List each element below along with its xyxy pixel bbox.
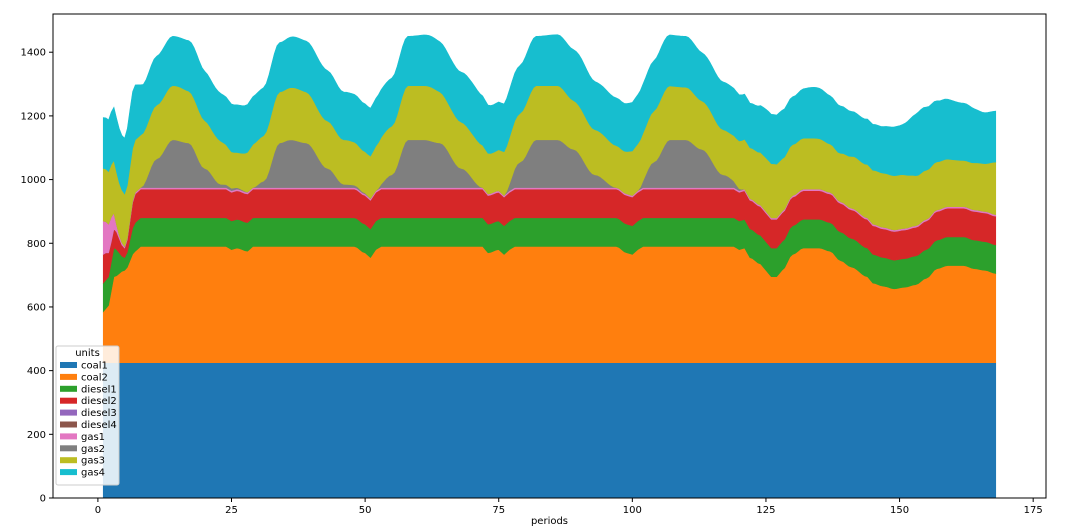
x-tick-label: 25 [225,505,238,516]
area-gas4 [102,34,997,195]
legend-label-coal2: coal2 [81,372,108,383]
legend-label-gas4: gas4 [81,468,105,479]
area-layers [102,34,997,499]
x-tick-label: 50 [359,505,372,516]
legend-items: coal1coal2diesel1diesel2diesel3diesel4ga… [60,361,117,479]
legend-swatch-gas3 [60,457,77,464]
legend-label-coal1: coal1 [81,361,108,372]
y-tick-label: 600 [27,302,46,313]
legend: units coal1coal2diesel1diesel2diesel3die… [55,345,120,486]
legend-label-diesel4: diesel4 [81,420,117,431]
y-tick-label: 1000 [21,175,46,186]
y-tick-label: 0 [40,494,46,505]
legend-label-diesel1: diesel1 [81,384,117,395]
legend-swatch-gas2 [60,445,77,452]
legend-label-gas3: gas3 [81,456,105,467]
legend-swatch-diesel1 [60,385,77,392]
x-axis-label: periods [531,516,568,527]
legend-swatch-diesel4 [60,421,77,428]
y-tick-label: 1200 [21,111,46,122]
legend-label-diesel2: diesel2 [81,396,117,407]
x-tick-label: 100 [623,505,642,516]
legend-title: units [75,348,100,359]
x-tick-label: 175 [1024,505,1043,516]
x-tick-label: 125 [756,505,775,516]
legend-swatch-gas1 [60,433,77,440]
legend-swatch-diesel2 [60,397,77,404]
x-tick-label: 75 [492,505,505,516]
legend-label-diesel3: diesel3 [81,408,117,419]
y-axis: 0 200 400 600 800 1000 1200 1400 [21,48,53,505]
legend-swatch-gas4 [60,469,77,476]
x-tick-label: 150 [890,505,909,516]
x-tick-label: 0 [95,505,101,516]
y-tick-label: 1400 [21,48,46,59]
legend-swatch-diesel3 [60,409,77,416]
legend-label-gas1: gas1 [81,432,105,443]
plot-frame [52,13,1047,499]
area-coal1 [102,362,997,499]
y-tick-label: 400 [27,366,46,377]
y-tick-label: 800 [27,239,46,250]
y-tick-label: 200 [27,430,46,441]
legend-label-gas2: gas2 [81,444,105,455]
x-axis: 0 25 50 75 100 125 150 175 [95,498,1043,516]
legend-swatch-coal2 [60,373,77,380]
legend-swatch-coal1 [60,362,77,368]
